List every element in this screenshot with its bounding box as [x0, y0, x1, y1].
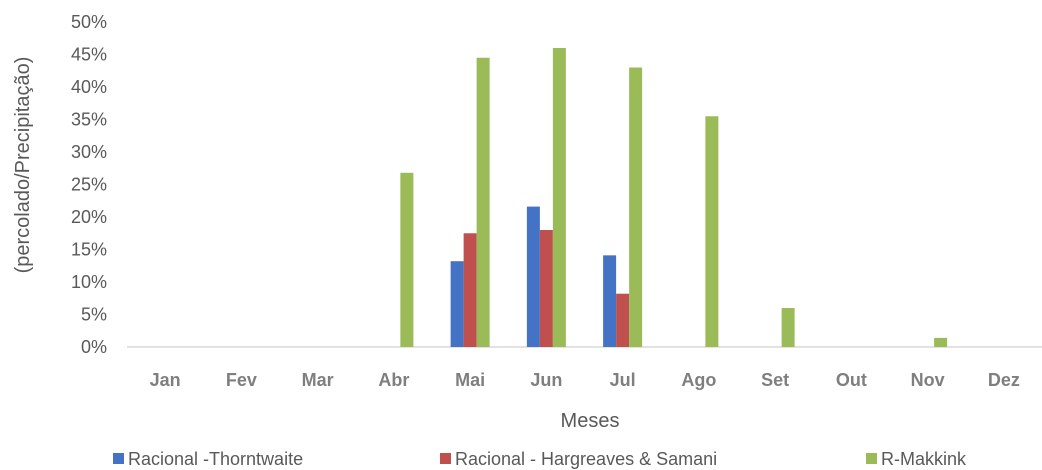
y-tick-label: 20% — [71, 207, 107, 227]
x-tick-label: Jun — [530, 370, 562, 390]
bar — [476, 57, 490, 347]
legend-swatch — [440, 453, 451, 464]
x-tick-label: Fev — [226, 370, 257, 390]
x-tick-label: Jul — [610, 370, 636, 390]
x-tick-label: Jan — [150, 370, 181, 390]
bar — [450, 261, 464, 347]
y-tick-label: 0% — [81, 337, 107, 357]
x-tick-label: Dez — [988, 370, 1020, 390]
bar — [616, 293, 630, 347]
y-tick-label: 5% — [81, 305, 107, 325]
y-tick-label: 30% — [71, 142, 107, 162]
x-tick-label: Out — [836, 370, 867, 390]
bar — [539, 230, 553, 347]
y-tick-label: 40% — [71, 77, 107, 97]
bar — [552, 48, 566, 347]
y-tick-label: 10% — [71, 272, 107, 292]
x-tick-label: Set — [761, 370, 789, 390]
bars — [400, 48, 948, 347]
bar — [629, 67, 643, 347]
legend-swatch — [866, 453, 877, 464]
bar — [705, 116, 719, 347]
x-tick-label: Mar — [302, 370, 334, 390]
y-tick-label: 15% — [71, 240, 107, 260]
x-tick-label: Mai — [455, 370, 485, 390]
y-axis-title: (percolado/Precipitação) — [12, 57, 34, 274]
legend-label: Racional - Hargreaves & Samani — [455, 449, 717, 469]
x-axis-title: Meses — [561, 410, 620, 432]
bar — [526, 206, 540, 347]
y-tick-label: 50% — [71, 12, 107, 32]
y-tick-label: 25% — [71, 175, 107, 195]
y-tick-label: 35% — [71, 110, 107, 130]
y-tick-label: 45% — [71, 45, 107, 65]
bar — [934, 337, 948, 347]
y-axis-ticks: 0% 5% 10% 15% 20% 25% 30% 35% 40% 45% 50% — [71, 12, 107, 357]
legend-label: R-Makkink — [881, 449, 967, 469]
x-tick-label: Abr — [378, 370, 409, 390]
x-axis-categories: Jan Fev Mar Abr Mai Jun Jul Ago Set Out Nov Dez — [150, 370, 1020, 390]
bar — [781, 308, 795, 347]
bar — [603, 255, 617, 347]
bar — [463, 233, 477, 347]
legend-swatch — [113, 453, 124, 464]
x-tick-label: Ago — [681, 370, 716, 390]
legend: Racional -Thorntwaite Racional - Hargreav… — [113, 449, 967, 469]
x-tick-label: Nov — [911, 370, 945, 390]
bar — [400, 172, 414, 347]
legend-label: Racional -Thorntwaite — [128, 449, 303, 469]
